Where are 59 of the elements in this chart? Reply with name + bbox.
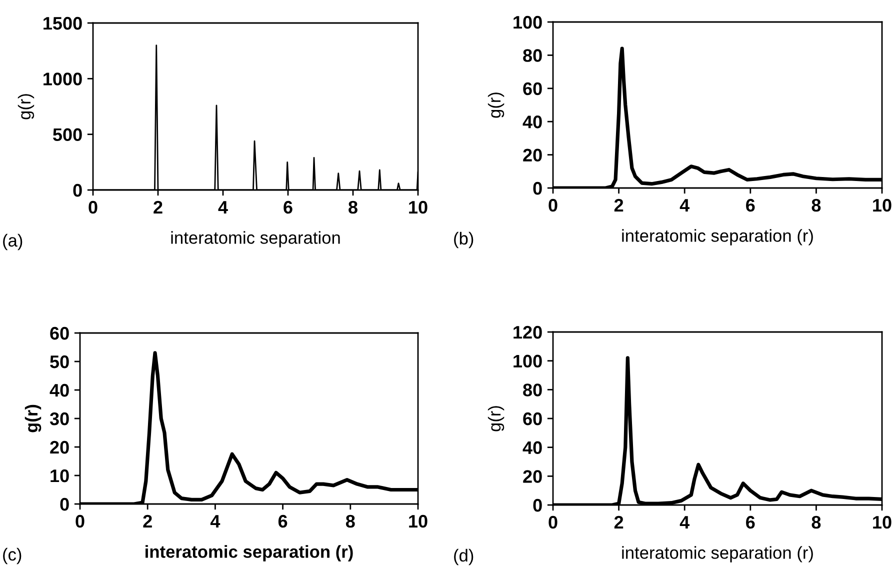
x-axis-title: interatomic separation xyxy=(171,231,340,248)
x-tick-label: 4 xyxy=(218,201,228,214)
x-tick-label: 8 xyxy=(812,198,821,212)
y-tick-label: 1500 xyxy=(44,16,82,30)
y-tick-label: 60 xyxy=(50,326,69,340)
x-tick-label: 6 xyxy=(284,200,292,214)
x-tick-label: 10 xyxy=(873,516,892,529)
y-tick-label: 80 xyxy=(523,384,542,396)
text: (d) xyxy=(454,548,474,566)
x-tick-label: 4 xyxy=(210,515,220,528)
x-axis-title: interatomic separation (r) xyxy=(146,545,353,562)
y-tick-label: 100 xyxy=(514,354,542,368)
x-tick-label: 2 xyxy=(143,514,152,528)
x-tick-label: 10 xyxy=(873,198,892,212)
x-tick-label: 2 xyxy=(614,198,624,212)
y-tick-label: 80 xyxy=(523,49,542,62)
x-tick-label: 4 xyxy=(680,199,690,212)
x-tick-label: 6 xyxy=(746,198,755,212)
y-tick-label: 20 xyxy=(50,440,69,454)
y-tick-label: 0 xyxy=(533,498,542,512)
x-axis-title: interatomic separation (r) xyxy=(622,546,813,562)
y-tick-label: 100 xyxy=(514,16,542,29)
y-axis-title: g(r) xyxy=(488,406,504,432)
x-tick-label: 8 xyxy=(812,516,821,529)
y-tick-label: 500 xyxy=(53,128,82,142)
y-tick-label: 40 xyxy=(522,116,542,128)
y-tick-label: 30 xyxy=(50,412,69,426)
x-tick-label: 10 xyxy=(409,200,428,214)
text: (b) xyxy=(454,232,474,248)
x-tick-label: 6 xyxy=(746,516,755,529)
x-tick-label: 2 xyxy=(154,200,162,214)
y-tick-label: 120 xyxy=(514,326,542,339)
x-tick-label: 10 xyxy=(409,514,428,528)
text: (c) xyxy=(3,548,22,564)
y-tick-label: 40 xyxy=(522,441,542,454)
y-tick-label: 10 xyxy=(50,469,69,482)
x-tick-label: 0 xyxy=(548,516,558,529)
x-tick-label: 0 xyxy=(88,200,98,214)
y-tick-label: 20 xyxy=(523,148,542,162)
x-tick-label: 2 xyxy=(614,516,624,528)
x-tick-label: 8 xyxy=(348,200,358,214)
x-tick-label: 4 xyxy=(680,516,690,528)
x-tick-label: 8 xyxy=(346,514,355,528)
y-tick-label: 60 xyxy=(523,82,542,96)
text: (a) xyxy=(3,234,22,250)
y-tick-label: 1000 xyxy=(44,72,82,86)
y-tick-label: 40 xyxy=(50,384,69,397)
y-tick-label: 0 xyxy=(533,182,542,195)
y-axis-title: g(r) xyxy=(488,92,504,118)
y-tick-label: 0 xyxy=(73,184,82,197)
y-tick-label: 50 xyxy=(50,355,69,368)
x-tick-label: 0 xyxy=(548,198,558,212)
y-tick-label: 60 xyxy=(523,412,542,426)
y-tick-label: 20 xyxy=(523,470,542,483)
x-tick-label: 6 xyxy=(278,514,288,528)
y-axis-title: g(r) xyxy=(24,404,42,432)
x-axis-title: interatomic separation (r) xyxy=(622,229,813,246)
y-axis-title: g(r) xyxy=(18,94,34,120)
y-tick-label: 0 xyxy=(60,498,69,511)
